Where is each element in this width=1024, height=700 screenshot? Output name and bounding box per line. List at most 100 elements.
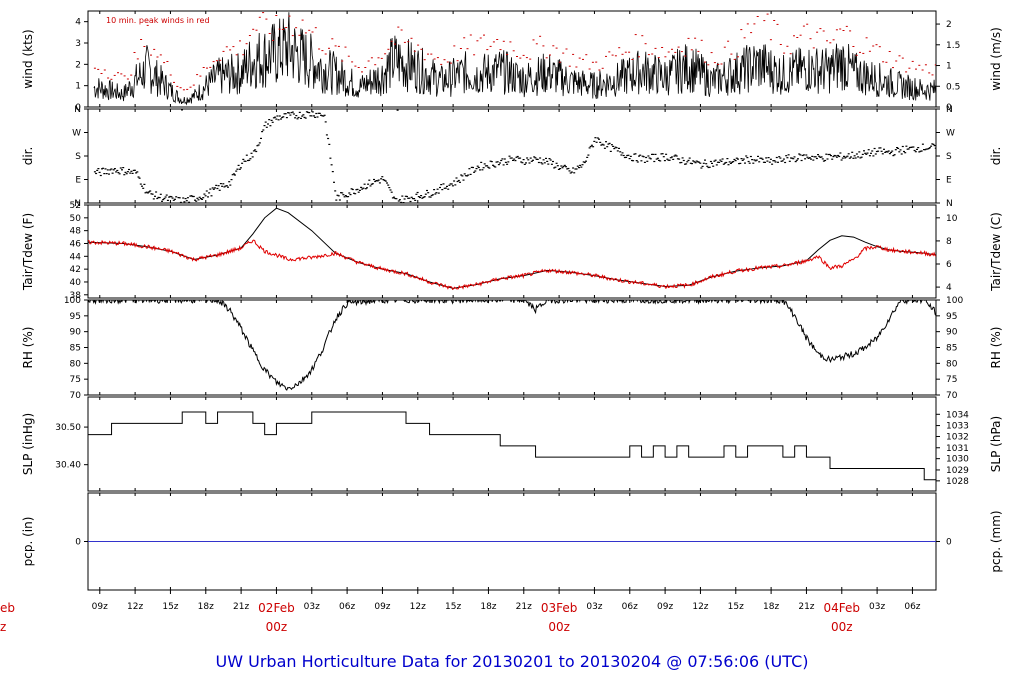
wind-series-10-min-peak-winds-point	[783, 52, 786, 54]
dir-series-wind-direction-point	[791, 157, 794, 159]
dir-series-wind-direction-point	[669, 157, 672, 159]
dir-series-wind-direction-point	[721, 158, 724, 160]
dir-series-wind-direction-point	[784, 161, 787, 164]
wind-series-10-min-peak-winds-point	[575, 66, 578, 68]
temp-ytick-left-label: 52	[70, 201, 81, 211]
x-tick-label: 12z	[692, 602, 708, 612]
slp-ytick-right-label: 1032	[946, 432, 969, 442]
dir-series-wind-direction-point	[601, 143, 604, 145]
dir-series-wind-direction-point	[655, 158, 658, 160]
dir-ytick-right-label: N	[946, 105, 953, 115]
dir-series-wind-direction-point	[786, 157, 789, 159]
wind-series-10-min-peak-winds-point	[710, 52, 713, 54]
dir-series-wind-direction-point	[374, 180, 377, 183]
rh-ytick-right-label: 100	[946, 296, 963, 306]
wind-series-10-min-peak-winds-point	[779, 44, 782, 45]
wind-series-10-min-peak-winds-point	[671, 48, 673, 50]
dir-series-wind-direction-point	[103, 173, 106, 175]
dir-series-wind-direction-point	[99, 174, 102, 177]
dir-series-wind-direction-point	[825, 153, 828, 155]
dir-series-wind-direction-point	[741, 159, 744, 161]
dir-series-wind-direction-point	[248, 159, 251, 161]
dir-series-wind-direction-point	[711, 162, 713, 164]
dir-series-wind-direction-point	[883, 148, 885, 150]
wind-series-10-min-peak-winds-point	[812, 47, 815, 49]
wind-series-10-min-peak-winds-point	[704, 61, 706, 63]
dir-series-wind-direction-point	[593, 140, 596, 142]
dir-series-wind-direction-point	[411, 198, 414, 200]
dir-series-wind-direction-point	[729, 162, 732, 164]
wind-ylabel-left: wind (kts)	[21, 29, 35, 88]
wind-series-10-min-peak-winds-point	[915, 68, 917, 70]
dir-series-wind-direction-point	[343, 196, 346, 198]
dir-series-wind-direction-point	[685, 163, 688, 165]
dir-series-wind-direction-point	[838, 155, 841, 158]
wind-series-10-min-peak-winds-point	[446, 61, 449, 63]
wind-series-10-min-peak-winds-point	[229, 49, 232, 51]
dir-series-wind-direction-point	[576, 165, 579, 167]
wind-series-10-min-peak-winds-point	[644, 43, 647, 45]
dir-frame	[87, 108, 937, 204]
wind-series-10-min-peak-winds-point	[377, 57, 380, 59]
dir-series-wind-direction-point	[424, 193, 427, 195]
dir-series-wind-direction-point	[431, 194, 434, 196]
dir-series-wind-direction-point	[530, 160, 533, 162]
dir-series-wind-direction-point	[643, 161, 646, 163]
dir-series-wind-direction-point	[309, 115, 312, 117]
dir-series-wind-direction-point	[638, 155, 640, 157]
dir-series-wind-direction-point	[580, 166, 583, 168]
wind-series-10-min-peak-winds-point	[222, 50, 225, 52]
dir-series-wind-direction-point	[884, 151, 887, 153]
wind-series-10-min-peak-winds-point	[126, 78, 129, 80]
dir-series-wind-direction-point	[152, 198, 155, 200]
dir-series-wind-direction-point	[844, 157, 847, 159]
wind-series-10-min-peak-winds-point	[459, 48, 462, 49]
dir-series-wind-direction-point	[510, 157, 513, 159]
wind-ylabel-right: wind (m/s)	[989, 27, 1003, 91]
dir-series-wind-direction-point	[228, 181, 231, 183]
x-tick-label: 12z	[410, 602, 426, 612]
dir-series-wind-direction-point	[618, 147, 620, 149]
dir-series-wind-direction-point	[480, 161, 483, 163]
dir-series-wind-direction-point	[170, 196, 173, 198]
wind-series-10-min-peak-winds-point	[288, 15, 291, 17]
wind-series-10-min-peak-winds-point	[380, 57, 383, 59]
dir-series-wind-direction-point	[230, 179, 233, 181]
dir-series-wind-direction-point	[537, 161, 540, 164]
dir-series-wind-direction-point	[652, 153, 655, 155]
dir-series-wind-direction-point	[292, 113, 295, 115]
dir-series-wind-direction-point	[318, 112, 321, 114]
wind-series-10-min-peak-winds-point	[614, 55, 617, 57]
dir-series-wind-direction-point	[335, 199, 338, 201]
dir-series-wind-direction-point	[477, 166, 480, 169]
wind-series-10-min-peak-winds-point	[123, 75, 126, 77]
wind-series-10-min-peak-winds-point	[717, 63, 720, 65]
wind-series-10-min-peak-winds-point	[875, 44, 878, 46]
temp-ytick-left-label: 50	[70, 214, 82, 224]
dir-series-wind-direction-point	[172, 199, 175, 201]
dir-series-wind-direction-point	[211, 187, 214, 189]
date-marker-sub: 00z	[831, 620, 853, 634]
wind-series-10-min-peak-winds-point	[855, 54, 858, 56]
dir-series-wind-direction-point	[754, 160, 757, 162]
dir-series-wind-direction-point	[858, 151, 861, 153]
wind-series-10-min-peak-winds-point	[176, 85, 179, 87]
dir-series-wind-direction-point	[912, 146, 915, 148]
clipped-day-label: z	[0, 620, 6, 634]
dir-series-wind-direction-point	[155, 191, 158, 193]
rh-ytick-right-label: 95	[946, 312, 957, 322]
wind-series-10-min-peak-winds-point	[809, 38, 812, 40]
dir-series-wind-direction-point	[709, 160, 712, 163]
wind-data	[93, 12, 936, 106]
wind-series-10-min-peak-winds-point	[394, 43, 396, 45]
dir-series-wind-direction-point	[923, 149, 925, 151]
dir-series-wind-direction-point	[557, 168, 560, 170]
dir-series-wind-direction-point	[633, 153, 636, 155]
dir-series-wind-direction-point	[111, 172, 114, 174]
dir-series-wind-direction-point	[344, 195, 347, 197]
dir-series-wind-direction-point	[231, 174, 234, 176]
dir-series-wind-direction-point	[184, 198, 187, 200]
dir-series-wind-direction-point	[728, 161, 731, 163]
wind-series-10-min-peak-winds-point	[140, 39, 143, 40]
dir-series-wind-direction-point	[117, 172, 120, 174]
